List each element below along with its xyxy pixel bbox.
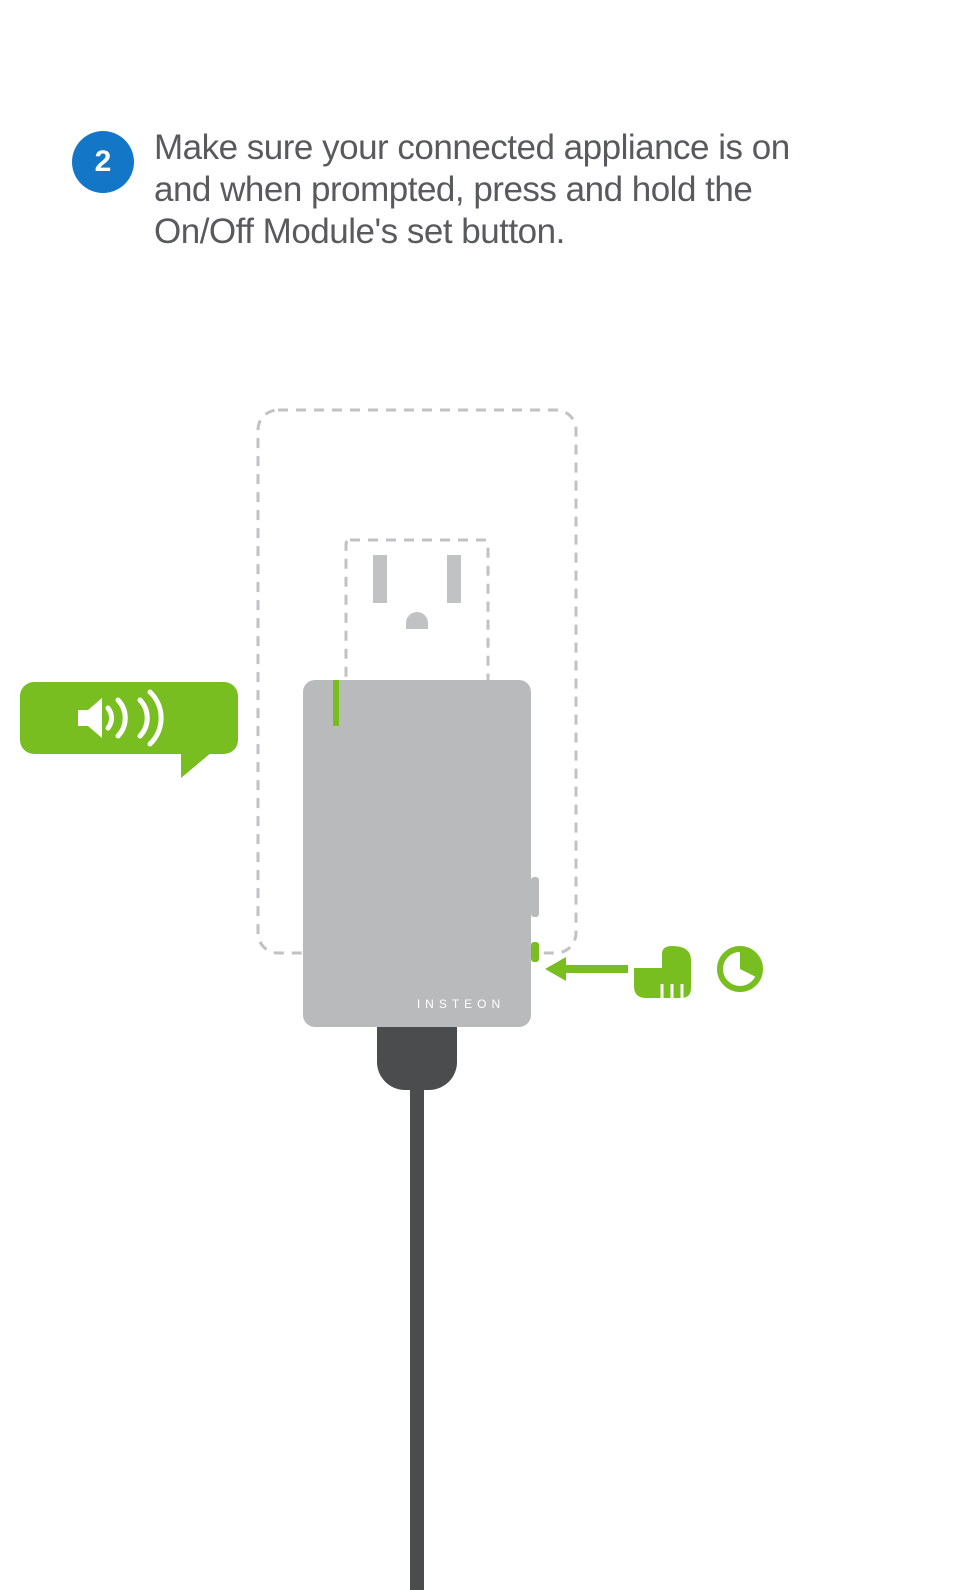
set-button-bottom	[531, 942, 539, 962]
prong-ground	[406, 612, 428, 629]
set-button-top	[531, 877, 539, 917]
cord-wire	[410, 1080, 424, 1590]
step-number: 2	[95, 145, 112, 179]
press-arrow	[545, 957, 628, 981]
module-illustration: INSTEON	[0, 380, 954, 1590]
duration-icon	[720, 949, 760, 989]
step-number-badge: 2	[72, 131, 134, 193]
module-label: INSTEON	[417, 997, 505, 1011]
instruction-text: Make sure your connected appliance is on…	[154, 127, 794, 253]
module-body	[303, 680, 531, 1027]
module-led	[333, 680, 339, 726]
pointing-hand-icon	[634, 946, 691, 998]
prong-right	[447, 555, 461, 603]
sound-bubble	[20, 682, 238, 778]
instruction-page: 2 Make sure your connected appliance is …	[0, 0, 954, 1590]
prong-left	[373, 555, 387, 603]
